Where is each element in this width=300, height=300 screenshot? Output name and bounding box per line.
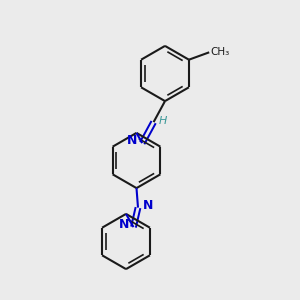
Text: H: H [159,116,167,126]
Text: CH₃: CH₃ [210,47,230,57]
Text: N: N [142,199,153,212]
Text: N: N [127,134,138,147]
Text: N: N [118,218,129,231]
